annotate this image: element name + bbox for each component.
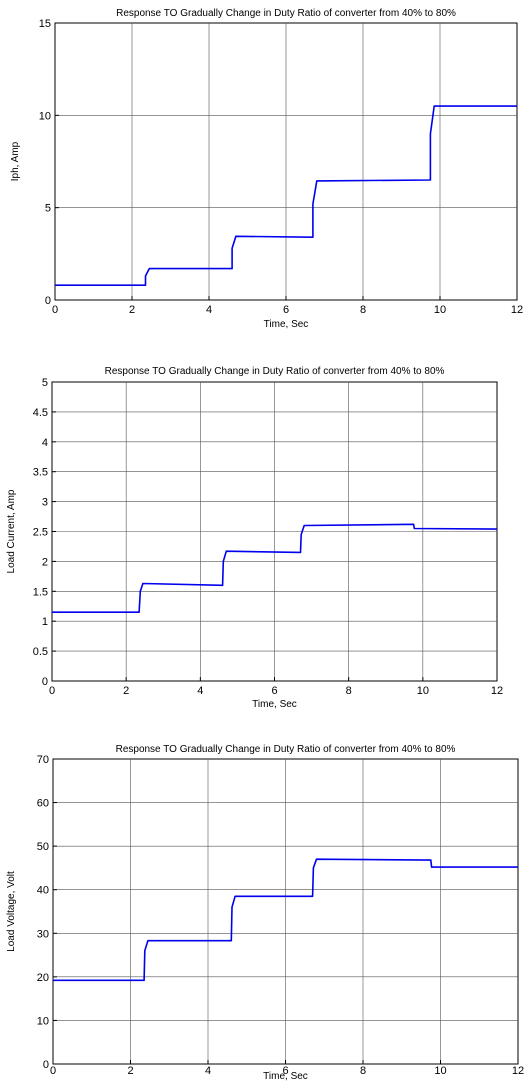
iph-chart: Response TO Gradually Change in Duty Rat… — [10, 8, 523, 330]
chart1-y-tick-label: 0 — [42, 676, 48, 688]
chart1-x-tick-label: 4 — [197, 685, 203, 697]
chart1-series-line-0 — [52, 523, 498, 613]
chart2-title: Response TO Gradually Change in Duty Rat… — [116, 744, 456, 755]
chart1-y-tick-label: 2 — [42, 556, 48, 568]
chart1-x-tick-label: 0 — [49, 685, 55, 697]
chart1-y-tick-label: 4.5 — [33, 407, 48, 419]
chart1-x-tick-label: 6 — [271, 685, 277, 697]
chart2-series-line-0 — [53, 858, 518, 982]
chart0-y-tick-label: 15 — [39, 18, 51, 30]
chart1-y-tick-label: 4 — [42, 437, 48, 449]
chart0-y-axis-label: Iph, Amp — [10, 141, 21, 181]
chart2-y-tick-label: 30 — [37, 928, 49, 940]
chart0-x-tick-label: 10 — [434, 304, 446, 316]
load-voltage-chart: Response TO Gradually Change in Duty Rat… — [6, 744, 524, 1081]
chart2-y-tick-label: 20 — [37, 972, 49, 984]
chart1-y-tick-label: 3 — [42, 497, 48, 509]
load-current-chart: Response TO Gradually Change in Duty Rat… — [6, 366, 503, 710]
chart2-y-tick-label: 10 — [37, 1015, 49, 1027]
chart2-x-tick-label: 2 — [127, 1065, 133, 1077]
chart2-x-tick-label: 0 — [50, 1065, 56, 1077]
chart0-y-tick-label: 10 — [39, 110, 51, 122]
chart1-y-tick-label: 1.5 — [33, 586, 48, 598]
chart2-y-axis-label: Load Voltage, Volt — [6, 871, 17, 952]
chart2-x-axis-label: Time, Sec — [263, 1071, 308, 1081]
chart2-x-tick-label: 8 — [360, 1065, 366, 1077]
chart2-x-tick-label: 12 — [512, 1065, 524, 1077]
chart1-y-tick-label: 0.5 — [33, 646, 48, 658]
chart0-x-tick-label: 6 — [283, 304, 289, 316]
chart1-y-tick-label: 1 — [42, 616, 48, 628]
chart1-x-tick-label: 8 — [346, 685, 352, 697]
chart0-x-axis-label: Time, Sec — [264, 319, 309, 330]
chart2-y-tick-label: 40 — [37, 885, 49, 897]
chart1-x-axis-label: Time, Sec — [252, 699, 297, 710]
chart1-title: Response TO Gradually Change in Duty Rat… — [105, 366, 445, 377]
chart0-x-tick-label: 2 — [129, 304, 135, 316]
chart1-y-tick-label: 2.5 — [33, 527, 48, 539]
chart0-title: Response TO Gradually Change in Duty Rat… — [116, 8, 456, 19]
chart1-y-axis-label: Load Current, Amp — [6, 489, 17, 573]
chart2-y-tick-label: 50 — [37, 841, 49, 853]
chart1-x-tick-label: 12 — [491, 685, 503, 697]
chart0-series-line-0 — [55, 105, 517, 287]
chart2-x-tick-label: 4 — [205, 1065, 211, 1077]
chart0-x-tick-label: 8 — [360, 304, 366, 316]
chart0-y-tick-label: 5 — [45, 203, 51, 215]
chart1-x-tick-label: 2 — [123, 685, 129, 697]
chart1-y-tick-label: 5 — [42, 377, 48, 389]
chart0-y-tick-label: 0 — [45, 295, 51, 307]
chart0-x-tick-label: 12 — [511, 304, 523, 316]
chart2-y-tick-label: 70 — [37, 754, 49, 766]
chart0-x-tick-label: 0 — [52, 304, 58, 316]
chart2-x-tick-label: 10 — [434, 1065, 446, 1077]
chart2-y-tick-label: 0 — [43, 1059, 49, 1071]
chart0-x-tick-label: 4 — [206, 304, 212, 316]
chart2-y-tick-label: 60 — [37, 798, 49, 810]
chart1-y-tick-label: 3.5 — [33, 467, 48, 479]
chart2-x-tick-label: 6 — [282, 1065, 288, 1077]
chart1-x-tick-label: 10 — [417, 685, 429, 697]
